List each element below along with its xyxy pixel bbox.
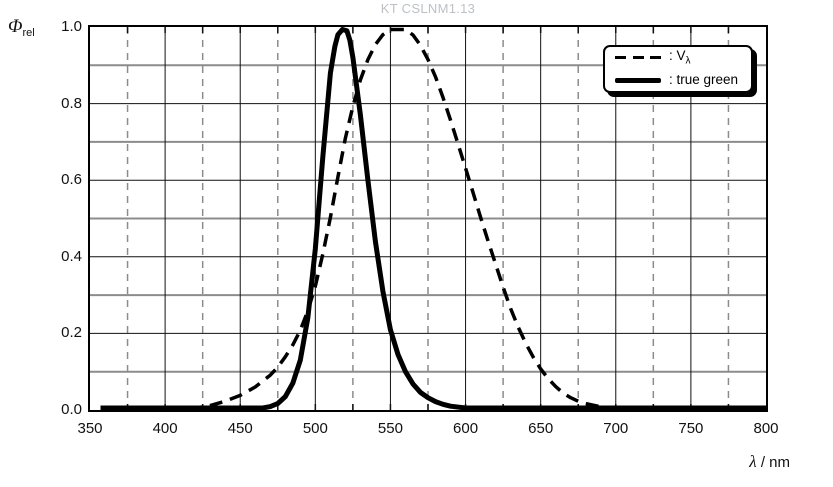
x-tick-label: 650 — [528, 420, 554, 437]
x-tick-label: 450 — [227, 420, 253, 437]
legend-entry-label: : true green — [669, 71, 739, 87]
x-tick-label: 600 — [453, 420, 479, 437]
x-axis-label: λ / nm — [700, 452, 790, 472]
y-tick-label: 0.4 — [61, 247, 82, 265]
plot-canvas — [90, 27, 766, 410]
y-tick-label: 1.0 — [61, 18, 82, 35]
y-axis-label: Φrel — [8, 16, 35, 39]
x-tick-label: 550 — [377, 420, 403, 437]
lambda-symbol: λ — [749, 452, 757, 471]
x-tick-label: 500 — [302, 420, 328, 437]
y-axis-label-subscript: rel — [22, 27, 35, 39]
y-tick-label: 0.6 — [61, 171, 82, 189]
y-tick-label: 0.0 — [61, 401, 82, 418]
chart-title: KT CSLNM1.13 — [380, 1, 476, 16]
phi-symbol: Φ — [8, 16, 23, 37]
x-tick-label: 700 — [603, 420, 629, 437]
x-tick-label: 800 — [753, 420, 779, 437]
legend-entry-vlambda: : Vλ — [615, 48, 743, 67]
legend-sample-dashed-line — [615, 55, 661, 59]
legend: : Vλ : true green — [603, 45, 753, 93]
y-tick-label: 0.2 — [61, 324, 82, 342]
legend-entry-label: : Vλ — [669, 47, 691, 67]
vlambda-curve — [105, 27, 766, 410]
true-green-curve — [100, 27, 766, 410]
x-tick-label: 350 — [77, 420, 103, 437]
y-tick-label: 0.8 — [61, 94, 82, 112]
x-tick-label: 400 — [152, 420, 178, 437]
x-axis-unit-text: / nm — [756, 454, 790, 471]
x-tick-label: 750 — [678, 420, 704, 437]
legend-entry-true-green: : true green — [615, 72, 743, 91]
legend-sample-solid-line — [615, 78, 661, 84]
